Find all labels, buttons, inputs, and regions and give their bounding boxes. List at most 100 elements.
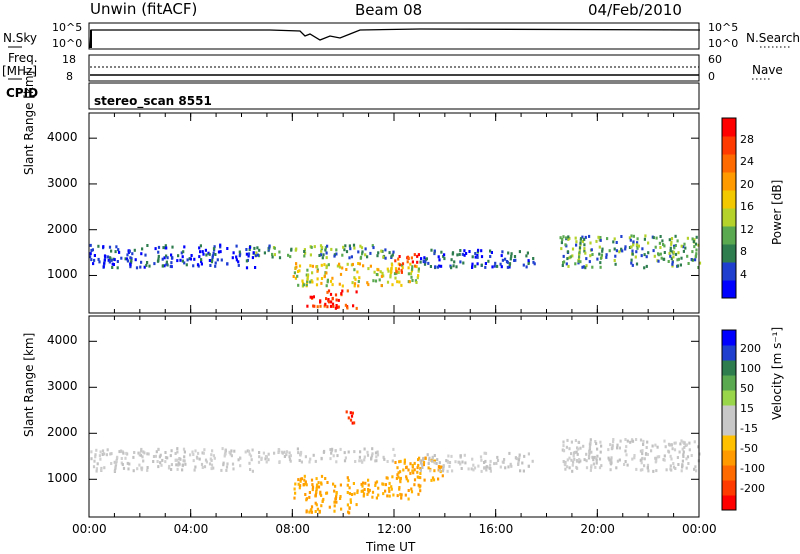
data-cell	[346, 483, 349, 487]
data-cell	[211, 255, 214, 259]
data-cell	[219, 250, 222, 254]
data-cell	[335, 304, 338, 307]
data-cell	[212, 454, 215, 458]
data-cell	[319, 299, 322, 303]
data-cell	[684, 246, 687, 250]
data-cell	[208, 462, 212, 466]
freq-panel-frame	[88, 54, 700, 82]
data-cell	[181, 255, 184, 259]
data-cell	[390, 269, 393, 273]
data-cell	[574, 439, 577, 442]
data-cell	[652, 249, 655, 253]
data-cell	[635, 250, 638, 254]
data-cell	[193, 468, 196, 472]
data-cell	[463, 453, 466, 457]
data-cell	[462, 261, 465, 265]
data-cell	[89, 255, 92, 259]
data-cell	[366, 492, 369, 496]
data-cell	[128, 249, 131, 253]
data-cell	[293, 271, 296, 275]
data-cell	[673, 448, 677, 452]
data-cell	[101, 453, 104, 456]
data-cell	[98, 454, 101, 458]
data-cell	[598, 252, 601, 256]
data-cell	[674, 252, 678, 256]
data-cell	[193, 257, 196, 261]
data-cell	[329, 304, 333, 308]
data-cell	[381, 249, 384, 253]
data-cell	[568, 466, 571, 470]
data-cell	[367, 478, 370, 482]
data-cell	[508, 265, 511, 269]
data-cell	[442, 466, 445, 470]
data-cell	[398, 486, 401, 489]
data-cell	[410, 256, 413, 260]
colorbar-segment	[722, 495, 736, 511]
data-cell	[101, 449, 105, 453]
data-cell	[450, 258, 453, 262]
data-cell	[575, 465, 578, 469]
data-cell	[311, 485, 315, 489]
data-cell	[669, 454, 672, 458]
data-cell	[348, 244, 351, 248]
data-cell	[202, 252, 205, 256]
data-cell	[293, 496, 296, 500]
data-cell	[375, 496, 378, 500]
data-cell	[140, 260, 143, 264]
data-cell	[351, 421, 354, 425]
data-cell	[483, 466, 486, 470]
data-cell	[635, 243, 639, 247]
data-cell	[413, 461, 416, 465]
data-cell	[331, 283, 334, 287]
data-cell	[605, 255, 608, 259]
data-cell	[156, 460, 159, 463]
data-cell	[467, 467, 470, 471]
data-cell	[682, 453, 685, 457]
data-cell	[589, 468, 592, 472]
data-cell	[138, 451, 141, 455]
data-cell	[176, 450, 179, 454]
data-cell	[341, 284, 344, 288]
data-cell	[429, 265, 432, 268]
data-cell	[594, 465, 597, 469]
data-cell	[289, 454, 292, 458]
data-cell	[430, 248, 433, 252]
data-cell	[695, 252, 698, 256]
data-cell	[271, 255, 274, 259]
data-cell	[117, 248, 120, 252]
data-cell	[95, 448, 98, 452]
data-cell	[346, 262, 349, 266]
data-cell	[485, 468, 488, 472]
data-cell	[238, 254, 241, 258]
data-cell	[258, 451, 261, 454]
data-cell	[183, 450, 186, 454]
data-cell	[667, 449, 670, 453]
nsearch-tick-top: 10^5	[708, 21, 739, 34]
data-cell	[594, 440, 597, 443]
data-cell	[251, 256, 254, 260]
nave-tick-bottom: 0	[708, 70, 715, 83]
data-cell	[231, 462, 235, 466]
data-cell	[450, 266, 453, 270]
data-cell	[491, 265, 494, 269]
data-cell	[635, 467, 638, 471]
data-cell	[499, 262, 502, 266]
data-cell	[183, 261, 186, 265]
colorbar-segment	[722, 330, 736, 346]
data-cell	[399, 478, 402, 482]
data-cell	[663, 251, 666, 254]
data-cell	[350, 414, 354, 418]
data-cell	[180, 251, 183, 255]
data-cell	[364, 481, 367, 485]
data-cell	[134, 258, 137, 262]
data-cell	[112, 257, 115, 261]
colorbar-segment	[722, 465, 736, 481]
data-cell	[414, 279, 417, 283]
data-cell	[334, 484, 337, 488]
data-cell	[582, 265, 585, 269]
data-cell	[133, 248, 136, 252]
cpid-panel-frame	[88, 82, 700, 110]
data-cell	[585, 264, 588, 268]
data-cell	[314, 501, 317, 505]
data-cell	[652, 469, 655, 473]
